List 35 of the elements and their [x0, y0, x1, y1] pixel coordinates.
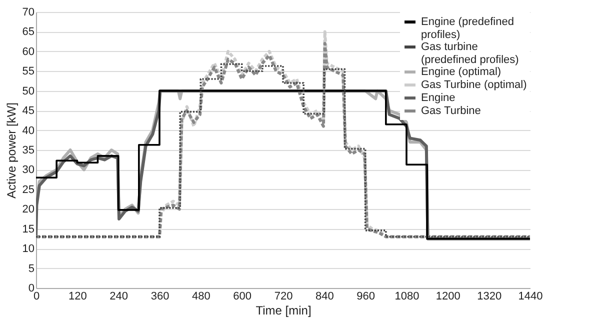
- x-tick-label: 360: [150, 290, 170, 302]
- x-tick-label: 600: [233, 290, 252, 302]
- x-tick-label: 720: [274, 290, 293, 302]
- y-tick-label: 70: [22, 6, 34, 18]
- y-tick-label: 65: [22, 26, 34, 38]
- x-axis-title: Time [min]: [256, 304, 312, 318]
- legend-label: Engine (optimal): [421, 66, 502, 78]
- x-tick-label: 240: [110, 290, 128, 302]
- y-tick-label: 20: [22, 204, 34, 216]
- legend-label: Engine (predefined profiles): [421, 16, 514, 41]
- x-tick-label: 1080: [394, 290, 420, 302]
- y-tick-label: 40: [22, 124, 34, 137]
- y-tick-label: 50: [22, 85, 34, 98]
- legend-label: Engine: [421, 92, 456, 104]
- x-tick-label: 480: [192, 290, 210, 302]
- x-tick-label: 960: [356, 290, 376, 302]
- y-tick-label: 55: [22, 66, 34, 78]
- legend-label: Gas turbine (predefined profiles): [421, 41, 519, 66]
- y-tick-label: 60: [22, 46, 34, 58]
- y-tick-label: 0: [28, 282, 34, 294]
- y-tick-label: 30: [22, 164, 34, 176]
- y-tick-label: 10: [22, 243, 34, 256]
- y-tick-label: 25: [22, 184, 34, 196]
- legend-label: Gas Turbine (optimal): [421, 79, 527, 91]
- legend-label: Gas Turbine: [421, 105, 481, 117]
- x-tick-label: 1440: [518, 290, 543, 302]
- x-tick-label: 1320: [477, 290, 502, 302]
- y-tick-label: 5: [28, 262, 34, 275]
- y-axis-title: Active power [kW]: [4, 102, 18, 199]
- x-tick-label: 1200: [436, 290, 460, 302]
- y-tick-label: 35: [22, 144, 34, 156]
- y-tick-label: 45: [22, 105, 34, 118]
- y-tick-label: 15: [22, 223, 34, 236]
- x-tick-label: 120: [68, 290, 87, 302]
- x-tick-label: 840: [315, 290, 334, 302]
